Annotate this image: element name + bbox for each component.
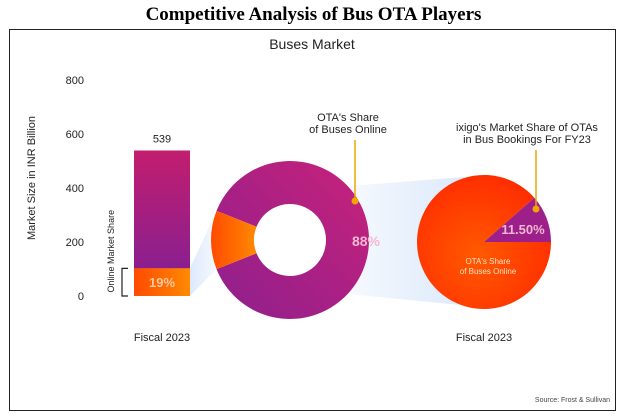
pie-title-line1: ixigo's Market Share of OTAs — [456, 122, 598, 134]
chart-frame — [9, 29, 616, 411]
y-axis-label: Market Size in INR Billion — [26, 116, 38, 240]
y-tick-label: 400 — [66, 183, 84, 195]
chart-title: Buses Market — [269, 36, 355, 52]
online-share-bracket — [121, 267, 128, 297]
donut-ota-share-segment — [216, 161, 369, 319]
bar-category-label: Fiscal 2023 — [134, 332, 190, 344]
document-title: Competitive Analysis of Bus OTA Players — [145, 4, 482, 25]
donut-callout-dot — [351, 197, 359, 205]
source-note: Source: Frost & Sullivan — [535, 397, 610, 404]
pie-callout-dot — [532, 205, 540, 213]
pie-rest-label-line2: of Buses Online — [460, 267, 517, 276]
pie-title-line2: in Bus Bookings For FY23 — [463, 134, 591, 146]
bar-online-share-label: 19% — [149, 275, 175, 290]
bar-value-label: 539 — [153, 134, 171, 146]
online-share-bracket-label: Online Market Share — [106, 210, 116, 293]
pie-rest-label-line1: OTA's Share — [466, 257, 512, 266]
bar-online-share — [134, 268, 190, 296]
donut-title-line1: OTA's Share — [317, 112, 379, 124]
pie-value-label: 11.50% — [501, 222, 545, 237]
donut-offline-segment — [210, 210, 257, 270]
bar-total-market — [134, 150, 190, 269]
y-tick-label: 800 — [66, 75, 84, 87]
donut-value-label: 88% — [352, 233, 381, 249]
donut-title-line2: of Buses Online — [309, 124, 387, 136]
y-tick-label: 0 — [78, 291, 84, 303]
pie-other-otas-slice — [417, 175, 551, 310]
y-tick-label: 600 — [66, 129, 84, 141]
pie-category-label: Fiscal 2023 — [456, 332, 512, 344]
projection-cone-bar-to-donut — [190, 210, 217, 296]
y-tick-labels: 800 600 400 200 0 — [66, 75, 84, 303]
y-tick-label: 200 — [66, 237, 84, 249]
